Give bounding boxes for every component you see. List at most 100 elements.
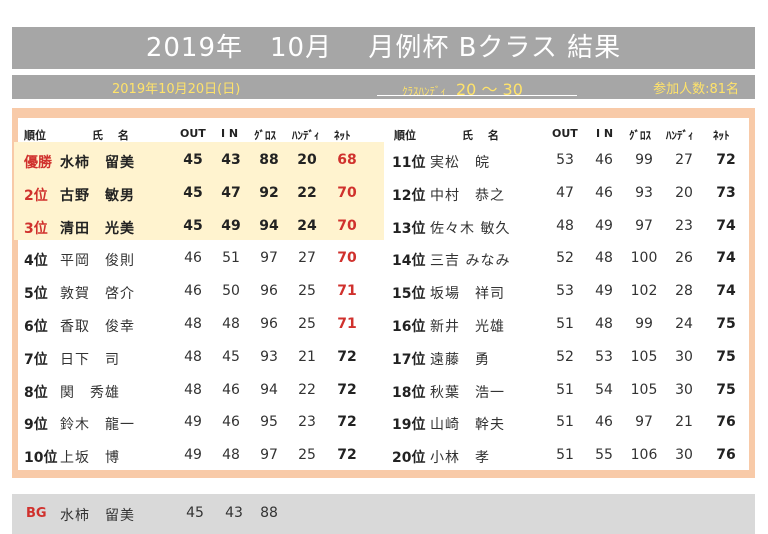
row-rank: 4位 (24, 253, 48, 269)
row-out: 48 (184, 382, 202, 398)
row-name: 鈴木 龍一 (60, 417, 135, 433)
row-in: 47 (221, 185, 241, 201)
best-gross-out: 45 (186, 505, 204, 521)
header-out-right: OUT (552, 127, 578, 140)
row-gross: 94 (260, 382, 278, 398)
row-rank: 12位 (392, 188, 426, 204)
row-out: 45 (183, 218, 203, 234)
row-gross: 92 (259, 185, 279, 201)
row-in: 43 (221, 152, 241, 168)
row-gross: 105 (630, 349, 658, 365)
row-rank: 13位 (392, 221, 426, 237)
row-in: 50 (222, 283, 240, 299)
row-name: 山崎 幹夫 (430, 417, 505, 433)
row-handicap: 28 (675, 283, 693, 299)
row-out: 46 (184, 283, 202, 299)
row-out: 51 (556, 382, 574, 398)
row-out: 48 (556, 218, 574, 234)
row-in: 54 (595, 382, 613, 398)
row-net: 73 (716, 185, 736, 201)
row-gross: 95 (260, 414, 278, 430)
row-out: 45 (183, 185, 203, 201)
row-handicap: 27 (298, 250, 316, 266)
row-in: 48 (595, 250, 613, 266)
row-net: 76 (716, 414, 736, 430)
row-name: 敦賀 啓介 (60, 286, 135, 302)
row-handicap: 23 (298, 414, 316, 430)
top3-highlight (14, 142, 384, 240)
row-name: 香取 俊幸 (60, 319, 135, 335)
row-in: 46 (595, 414, 613, 430)
row-net: 75 (716, 316, 736, 332)
class-handicap-label: ｸﾗｽﾊﾝﾃﾞｨ (402, 85, 446, 98)
row-rank: 14位 (392, 253, 426, 269)
class-handicap: ｸﾗｽﾊﾝﾃﾞｨ 20 ～ 30 (402, 76, 523, 100)
row-rank: 18位 (392, 385, 426, 401)
row-in: 49 (221, 218, 241, 234)
row-handicap: 20 (297, 152, 317, 168)
header-rank-left: 順位 (24, 129, 46, 142)
row-out: 51 (556, 316, 574, 332)
row-net: 72 (337, 382, 357, 398)
row-rank: 2位 (24, 188, 48, 204)
row-handicap: 30 (675, 349, 693, 365)
row-in: 55 (595, 447, 613, 463)
row-name: 日下 司 (60, 352, 120, 368)
row-net: 70 (337, 218, 357, 234)
row-net: 74 (716, 283, 736, 299)
row-rank: 11位 (392, 155, 426, 171)
class-underline (377, 95, 577, 96)
row-rank: 8位 (24, 385, 48, 401)
row-handicap: 30 (675, 382, 693, 398)
header-name-left: 氏 名 (92, 129, 129, 142)
header-rank-right: 順位 (394, 129, 416, 142)
row-net: 68 (337, 152, 357, 168)
row-out: 48 (184, 316, 202, 332)
row-net: 74 (716, 218, 736, 234)
row-gross: 96 (260, 316, 278, 332)
row-out: 48 (184, 349, 202, 365)
page-title: 2019年 10月 月例杯 Bクラス 結果 (12, 27, 755, 69)
row-handicap: 27 (675, 152, 693, 168)
row-gross: 96 (260, 283, 278, 299)
row-gross: 97 (260, 447, 278, 463)
row-gross: 100 (630, 250, 658, 266)
row-handicap: 30 (675, 447, 693, 463)
row-name: 水柿 留美 (60, 155, 135, 171)
row-gross: 93 (260, 349, 278, 365)
row-in: 49 (595, 218, 613, 234)
row-net: 72 (337, 447, 357, 463)
row-gross: 102 (630, 283, 658, 299)
subtitle-bar: 2019年10月20日(日) ｸﾗｽﾊﾝﾃﾞｨ 20 ～ 30 参加人数:81名 (12, 75, 755, 99)
row-out: 53 (556, 283, 574, 299)
row-handicap: 20 (675, 185, 693, 201)
row-rank: 20位 (392, 450, 426, 466)
row-net: 74 (716, 250, 736, 266)
row-gross: 99 (635, 152, 653, 168)
row-handicap: 22 (297, 185, 317, 201)
row-name: 古野 敏男 (60, 188, 135, 204)
row-out: 51 (556, 447, 574, 463)
header-in-right: I N (596, 127, 614, 140)
row-name: 中村 恭之 (430, 188, 505, 204)
row-rank: 10位 (24, 450, 58, 466)
row-gross: 93 (635, 185, 653, 201)
header-handicap-left: ﾊﾝﾃﾞｨ (292, 129, 320, 142)
best-gross-in: 43 (225, 505, 243, 521)
row-out: 47 (556, 185, 574, 201)
row-net: 72 (337, 349, 357, 365)
best-gross-name: 水柿 留美 (60, 508, 135, 524)
row-handicap: 25 (298, 283, 316, 299)
row-rank: 7位 (24, 352, 48, 368)
row-gross: 99 (635, 316, 653, 332)
row-in: 49 (595, 283, 613, 299)
row-handicap: 24 (297, 218, 317, 234)
row-gross: 94 (259, 218, 279, 234)
row-net: 70 (337, 185, 357, 201)
row-out: 46 (184, 250, 202, 266)
row-rank: 9位 (24, 417, 48, 433)
row-rank: 17位 (392, 352, 426, 368)
row-gross: 88 (259, 152, 279, 168)
row-net: 70 (337, 250, 357, 266)
row-gross: 97 (635, 414, 653, 430)
